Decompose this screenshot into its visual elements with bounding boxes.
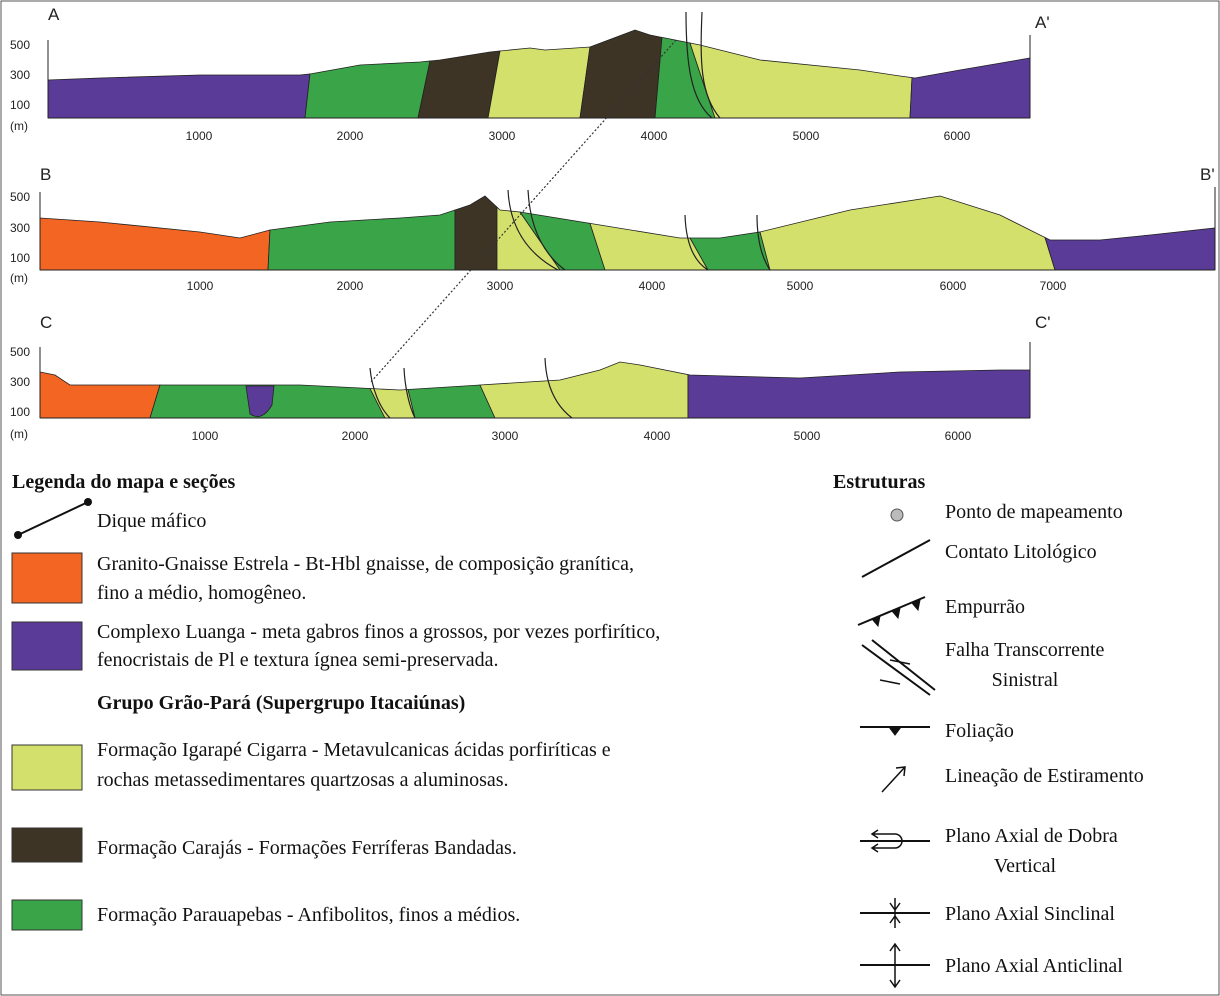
y-label: 300	[10, 375, 30, 389]
y-label: 300	[10, 221, 30, 235]
section-end: B'	[1200, 165, 1215, 184]
rock-unit	[688, 370, 1030, 418]
legend-label: Formação Igarapé Cigarra - Metavulcanica…	[97, 739, 611, 761]
unit-label: (m)	[10, 271, 28, 285]
structure-label: Plano Axial Sinclinal	[945, 903, 1115, 925]
legend-label: fenocristais de Pl e textura ígnea semi-…	[97, 649, 499, 671]
structures-title: Estruturas	[833, 471, 925, 493]
swatch	[12, 828, 82, 862]
legend-dike: Dique máfico	[97, 510, 206, 532]
x-label: 4000	[644, 429, 671, 443]
y-label: 500	[10, 345, 30, 359]
x-label: 1000	[186, 129, 213, 143]
legend-label: rochas metassedimentares quartzosas a al…	[97, 769, 509, 791]
legend-label: Granito-Gnaisse Estrela - Bt-Hbl gnaisse…	[97, 553, 634, 575]
legend-title: Legenda do mapa e seções	[12, 471, 236, 493]
x-label: 2000	[342, 429, 369, 443]
section-end: C'	[1035, 313, 1051, 332]
unit-label: (m)	[10, 119, 28, 133]
legend-group: Grupo Grão-Pará (Supergrupo Itacaiúnas)	[97, 692, 465, 714]
x-label: 3000	[489, 129, 516, 143]
section-start: A	[48, 5, 60, 24]
structure-label: Plano Axial de Dobra	[945, 825, 1118, 847]
swatch	[12, 900, 82, 930]
y-label: 100	[10, 251, 30, 265]
structure-label: Falha Transcorrente	[945, 639, 1105, 661]
legend-label: fino a médio, homogêneo.	[97, 582, 306, 604]
rock-unit	[418, 51, 500, 118]
rock-unit	[488, 47, 590, 118]
section-end: A'	[1035, 13, 1050, 32]
unit-label: (m)	[10, 427, 28, 441]
x-label: 3000	[487, 279, 514, 293]
x-label: 1000	[187, 279, 214, 293]
x-label: 7000	[1040, 279, 1067, 293]
structure-label: Plano Axial Anticlinal	[945, 955, 1123, 977]
x-label: 3000	[492, 429, 519, 443]
x-label: 5000	[793, 129, 820, 143]
dike-end	[14, 531, 22, 539]
structure-label: Foliação	[945, 720, 1014, 742]
y-label: 100	[10, 98, 30, 112]
dike-end	[84, 498, 92, 506]
legend-label: Formação Carajás - Formações Ferríferas …	[97, 837, 517, 859]
y-label: 500	[10, 190, 30, 204]
figure: A A' 500 300 100 (m) 1000 2000 3000 4000 5000 6000 B…	[0, 0, 1220, 996]
x-label: 4000	[641, 129, 668, 143]
x-label: 2000	[337, 129, 364, 143]
legend-label: Complexo Luanga - meta gabros finos a gr…	[97, 621, 660, 643]
structure-label: Contato Litológico	[945, 541, 1097, 563]
x-label: 5000	[787, 279, 814, 293]
section-start: C	[40, 313, 52, 332]
x-label: 4000	[639, 279, 666, 293]
section-start: B	[40, 165, 51, 184]
y-label: 500	[10, 38, 30, 52]
rock-unit	[48, 74, 310, 118]
structure-label: Vertical	[994, 855, 1057, 877]
x-label: 5000	[794, 429, 821, 443]
swatch	[12, 622, 82, 670]
x-label: 1000	[192, 429, 219, 443]
legend-label: Formação Parauapebas - Anfibolitos, fino…	[97, 904, 520, 926]
x-label: 6000	[940, 279, 967, 293]
structure-label: Ponto de mapeamento	[945, 501, 1123, 523]
swatch	[12, 553, 82, 603]
x-label: 6000	[944, 129, 971, 143]
swatch	[12, 745, 82, 790]
structure-label: Empurrão	[945, 596, 1025, 618]
structure-label: Sinistral	[992, 669, 1059, 691]
y-label: 100	[10, 405, 30, 419]
x-label: 6000	[945, 429, 972, 443]
y-label: 300	[10, 68, 30, 82]
x-label: 2000	[337, 279, 364, 293]
structure-label: Lineação de Estiramento	[945, 765, 1144, 787]
